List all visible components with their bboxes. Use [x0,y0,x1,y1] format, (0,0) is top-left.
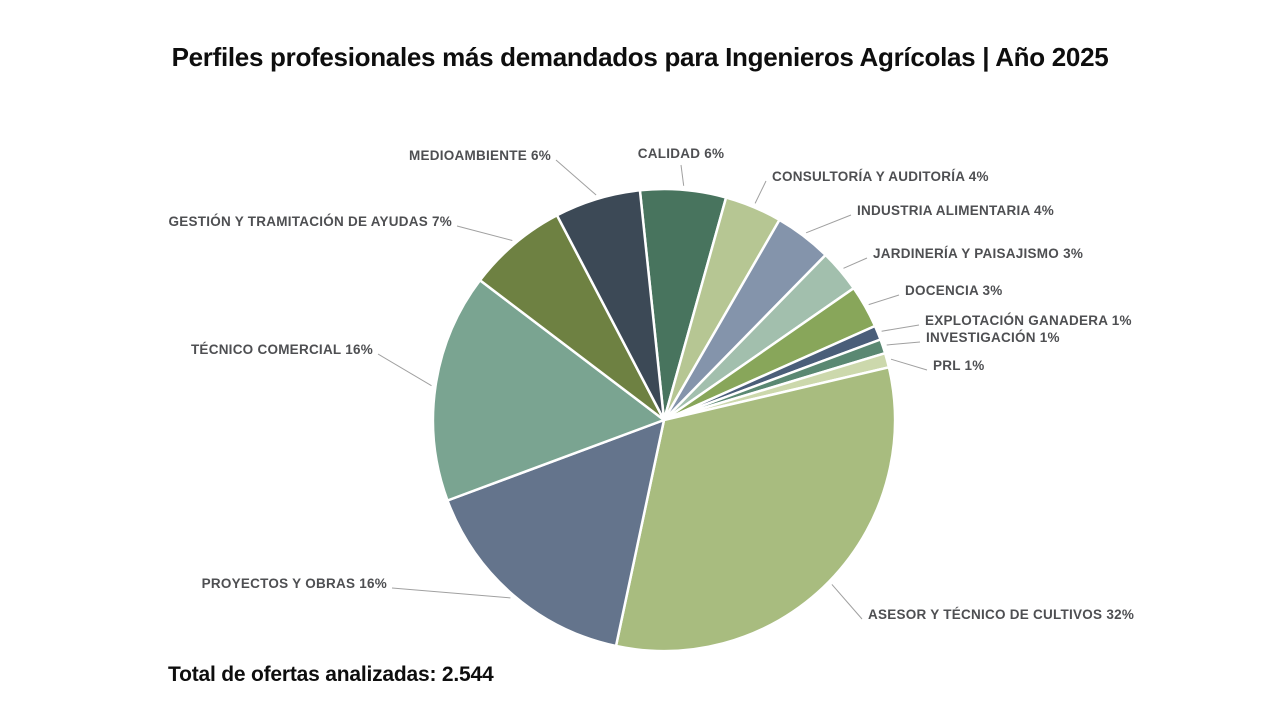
leader-line-prl [890,358,928,371]
leader-line-tecnico-comercial [377,353,432,387]
leader-line-consultoria-y-auditoria [754,180,767,204]
chart-title: Perfiles profesionales más demandados pa… [171,42,1109,72]
leader-line-docencia [868,294,900,306]
leader-line-medioambiente [555,159,597,196]
leader-line-industria-alimentaria [805,214,852,234]
leader-line-gestion-y-tramitacion-de-ayudas [456,225,513,241]
pie-slice-proyectos-y-obras [446,418,666,648]
pie-slice-tecnico-comercial [431,279,666,502]
pie-slice-medioambiente [555,189,666,422]
leader-line-proyectos-y-obras [391,587,511,599]
total-offers-note: Total de ofertas analizadas: 2.544 [168,663,494,686]
leader-line-asesor-y-tecnico-de-cultivos [831,584,863,620]
leader-line-jardineria-y-paisajismo [843,257,868,269]
leader-line-calidad [680,164,685,186]
pie-slice-gestion-y-tramitacion-de-ayudas [478,214,666,422]
leader-line-explotacion-ganadera [881,324,920,332]
leader-line-investigacion [886,341,921,346]
pie-slice-asesor-y-tecnico-de-cultivos [614,366,897,653]
